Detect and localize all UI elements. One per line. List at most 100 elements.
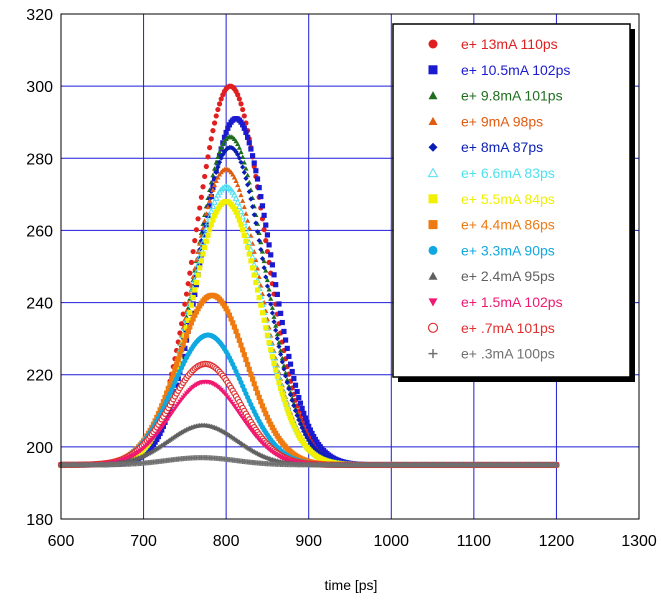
data-point [278, 311, 283, 316]
data-point [271, 361, 276, 366]
data-point [191, 295, 196, 300]
data-point [252, 381, 257, 386]
x-tick-label: 1200 [539, 533, 575, 550]
data-point [202, 174, 207, 179]
y-tick-label: 240 [26, 296, 53, 313]
data-point [248, 146, 253, 151]
data-point [207, 145, 212, 150]
data-point [260, 310, 265, 315]
data-point [296, 395, 301, 400]
y-tick-labels: 180200220240260280300320 [26, 7, 53, 529]
legend: e+ 13mA 110ps e+ 10.5mA 102ps e+ 9.8mA 101… [393, 24, 635, 382]
data-point [174, 362, 179, 367]
data-point [248, 372, 253, 377]
data-point [210, 128, 215, 133]
data-point [258, 303, 263, 308]
data-point [281, 397, 286, 402]
data-point [192, 238, 197, 243]
data-point [238, 101, 243, 106]
data-point [252, 273, 257, 278]
legend-label: e+ 10.5mA 102ps [461, 62, 570, 78]
data-point [253, 280, 258, 285]
data-point [250, 265, 255, 270]
data-point [280, 391, 285, 396]
data-point [233, 329, 238, 334]
legend-label: e+ 9.8mA 101ps [461, 88, 563, 104]
data-point [257, 295, 262, 300]
data-point [285, 346, 290, 351]
x-tick-label: 900 [295, 533, 322, 550]
x-tick-labels: 600 700 800 900 1000 1100 1200 1300 [48, 533, 657, 550]
data-point [285, 407, 290, 412]
data-point [298, 401, 303, 406]
data-point [245, 135, 250, 140]
data-point [257, 185, 262, 190]
data-point [250, 376, 255, 381]
y-tick-label: 300 [26, 79, 53, 96]
data-point [243, 130, 248, 135]
legend-marker [429, 246, 438, 255]
data-point [245, 245, 250, 250]
data-point [295, 389, 300, 394]
data-point [191, 249, 196, 254]
legend-marker [429, 194, 438, 203]
data-point [255, 390, 260, 395]
data-point [263, 325, 268, 330]
data-point [293, 383, 298, 388]
legend-label: e+ 1.5mA 102ps [461, 294, 563, 310]
data-point [204, 164, 209, 169]
data-point [260, 203, 265, 208]
data-point [200, 251, 205, 256]
data-point [214, 113, 219, 118]
data-point [237, 338, 242, 343]
data-point [195, 216, 200, 221]
data-point [195, 273, 200, 278]
legend-marker [429, 65, 438, 74]
data-point [288, 362, 293, 367]
data-point [276, 380, 281, 385]
data-point [253, 386, 258, 391]
legend-label: e+ 8mA 87ps [461, 139, 543, 155]
legend-label: e+ 13mA 110ps [461, 36, 558, 52]
data-point [194, 280, 199, 285]
data-point [237, 217, 242, 222]
data-point [280, 320, 285, 325]
y-tick-label: 200 [26, 440, 53, 457]
data-point [283, 337, 288, 342]
x-tick-label: 1000 [373, 533, 409, 550]
data-point [212, 120, 217, 125]
data-point [205, 233, 210, 238]
data-point [240, 107, 245, 112]
data-point [255, 176, 260, 181]
data-point [301, 411, 306, 416]
x-tick-label: 1100 [457, 533, 492, 550]
data-point [189, 260, 194, 265]
data-point [252, 160, 257, 165]
data-point [209, 136, 214, 141]
data-point [240, 347, 245, 352]
data-point [275, 374, 280, 379]
y-tick-label: 220 [26, 368, 53, 385]
legend-label: e+ 2.4mA 95ps [461, 268, 555, 284]
legend-marker [429, 323, 438, 332]
data-point [266, 340, 271, 345]
y-tick-label: 260 [26, 223, 53, 240]
data-point [300, 406, 305, 411]
data-point [265, 333, 270, 338]
legend-label: e+ 5.5mA 84ps [461, 191, 555, 207]
data-point [247, 367, 252, 372]
legend-label: e+ 4.4mA 86ps [461, 217, 555, 233]
data-point [266, 242, 271, 247]
data-point [237, 96, 242, 101]
data-point [273, 367, 278, 372]
data-point [243, 239, 248, 244]
data-point [217, 101, 222, 106]
data-point [265, 232, 270, 237]
data-point [186, 281, 191, 286]
legend-label: e+ 6.6mA 83ps [461, 165, 555, 181]
data-point [197, 205, 202, 210]
legend-label: e+ .7mA 101ps [461, 320, 555, 336]
data-point [268, 347, 273, 352]
data-point [199, 258, 204, 263]
